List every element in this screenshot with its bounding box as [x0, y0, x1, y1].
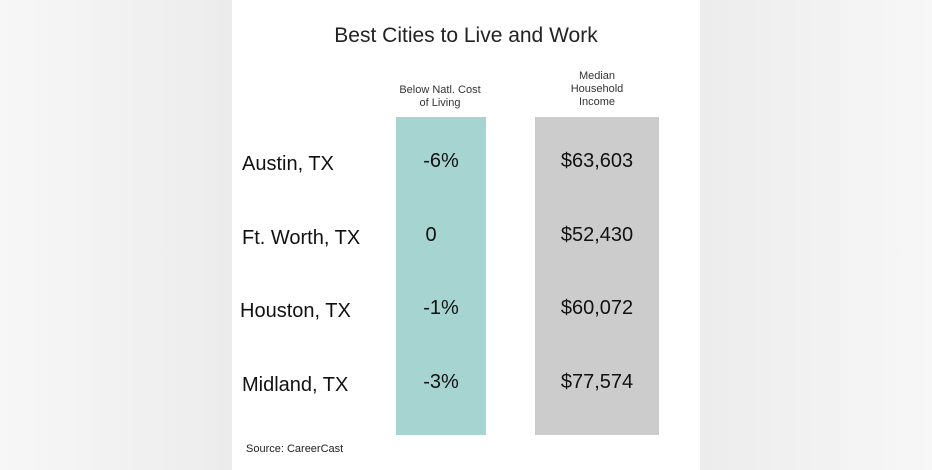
city-label: Midland, TX: [242, 374, 349, 396]
chart-panel: Best Cities to Live and Work Below Natl.…: [232, 0, 700, 470]
left-background: [0, 0, 232, 470]
source-note: Source: CareerCast: [246, 443, 344, 455]
chart-title: Best Cities to Live and Work: [334, 24, 598, 47]
column-header-household-income: Median Household Income: [570, 70, 624, 108]
cost-of-living-value: -3%: [423, 371, 459, 393]
household-income-value: $63,603: [560, 150, 634, 172]
cost-of-living-value: -1%: [423, 297, 459, 319]
city-label: Austin, TX: [242, 153, 334, 175]
household-income-value: $77,574: [560, 371, 634, 393]
cost-of-living-value: -6%: [423, 150, 459, 172]
column-header-cost-of-living: Below Natl. Cost of Living: [399, 84, 481, 109]
cost-of-living-value: 0: [425, 224, 437, 246]
cost-of-living-column-background: [396, 117, 486, 435]
right-background: [700, 0, 932, 470]
city-label: Houston, TX: [240, 300, 351, 322]
household-income-value: $60,072: [560, 297, 634, 319]
household-income-value: $52,430: [560, 224, 634, 246]
income-column-background: [535, 117, 659, 435]
city-label: Ft. Worth, TX: [242, 227, 361, 249]
